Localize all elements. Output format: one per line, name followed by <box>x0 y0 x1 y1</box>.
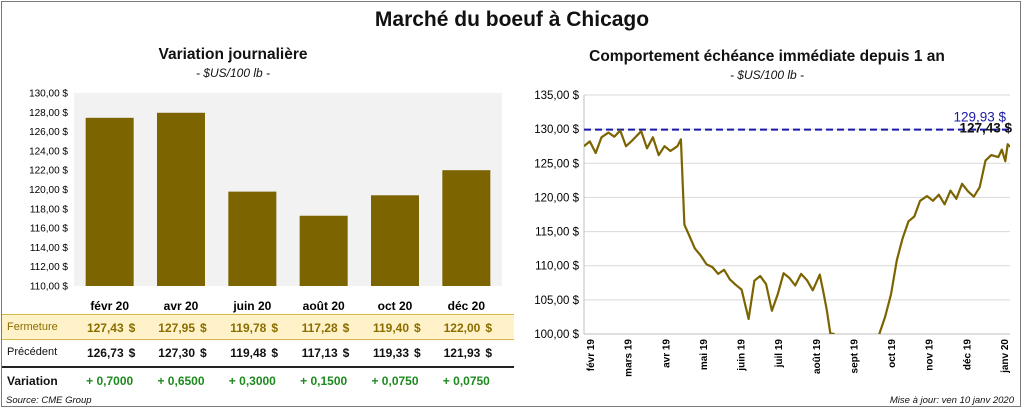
table-cell: + 0,0750 <box>371 374 419 388</box>
table-currency: $ <box>485 321 493 335</box>
table-cell: + 0,0750 <box>442 374 490 388</box>
line-y-tick-label: 115,00 $ <box>535 227 580 239</box>
bar-plot-area <box>74 93 502 286</box>
daily-variation-bar-chart: 110,00 $ 112,00 $ 114,00 $ 116,00 $ 118,00 $… <box>29 89 502 313</box>
main-title: Marché du boeuf à Chicago <box>374 8 650 31</box>
line-x-tick-label: janv 20 <box>1000 339 1011 374</box>
bar <box>299 215 348 286</box>
last-value-label: 127,43 $ <box>959 121 1012 136</box>
line-y-tick-label: 120,00 $ <box>534 192 579 204</box>
table-currency: $ <box>200 346 207 360</box>
table-currency: $ <box>200 321 207 335</box>
bar-y-tick-label: 120,00 $ <box>29 185 68 196</box>
line-y-tick-label: 125,00 $ <box>534 158 579 170</box>
table-cell: 117,28 <box>301 321 338 335</box>
line-x-tick-label: mai 19 <box>699 339 710 371</box>
table-currency: $ <box>414 346 421 360</box>
bar-y-tick-label: 126,00 $ <box>29 127 68 138</box>
table-cell: 117,13 <box>301 346 338 360</box>
price-line <box>584 129 1010 334</box>
table-row-label: Variation <box>7 374 58 388</box>
table-cell: 127,95 <box>158 321 195 335</box>
left-panel-subtitle: - $US/100 lb - <box>195 66 271 80</box>
table-currency: $ <box>271 321 279 335</box>
line-x-tick-label: juil 19 <box>774 339 785 369</box>
line-x-tick-label: juin 19 <box>737 339 748 372</box>
table-currency: $ <box>485 346 493 360</box>
line-x-tick-label: oct 19 <box>887 339 898 368</box>
bar-category-label: avr 20 <box>164 299 199 313</box>
table-row-label: Fermeture <box>7 321 58 333</box>
line-y-tick-label: 135,00 $ <box>534 90 579 102</box>
line-x-tick-label: avr 19 <box>661 339 672 368</box>
one-year-line-chart: 100,00 $ 105,00 $ 110,00 $ 115,00 $ 120,00 $… <box>534 90 1012 377</box>
right-panel-title: Comportement échéance immédiate depuis 1… <box>589 48 945 65</box>
table-cell: + 0,1500 <box>300 374 348 388</box>
table-cell: 122,00 <box>443 321 481 335</box>
bar-y-tick-label: 118,00 $ <box>30 204 69 215</box>
line-y-tick-label: 130,00 $ <box>534 124 579 136</box>
right-panel-subtitle: - $US/100 lb - <box>729 68 805 82</box>
line-y-tick-label: 105,00 $ <box>534 295 579 307</box>
line-x-tick-label: févr 19 <box>586 339 597 372</box>
source-note: Source: CME Group <box>6 395 92 406</box>
left-panel-title: Variation journalière <box>158 46 308 63</box>
bar-category-label: oct 20 <box>378 299 413 313</box>
line-x-tick-label: nov 19 <box>925 339 936 371</box>
bar-category-label: août 20 <box>303 299 345 313</box>
table-cell: + 0,3000 <box>228 374 276 388</box>
table-row: Précédent $126,73 $127,30 $119,48 $117,13 $11… <box>2 340 514 366</box>
reference-value-label: 129,93 $ <box>953 110 1006 125</box>
update-note: Mise à jour: ven 10 janv 2020 <box>889 395 1014 406</box>
table-row: Variation + 0,7000 + 0,6500 + 0,3000 + 0,150… <box>2 366 514 392</box>
table-row-label: Précédent <box>7 346 58 358</box>
table-currency: $ <box>342 321 350 335</box>
price-table: Fermeture $127,43 $127,95 $119,78 $117,28 $11… <box>2 314 514 394</box>
table-cell: 126,73 <box>86 346 124 360</box>
bar-y-tick-label: 114,00 $ <box>30 243 69 254</box>
table-cell: 119,40 <box>372 321 409 335</box>
bar-y-tick-label: 112,00 $ <box>30 262 69 273</box>
bar-y-tick-label: 124,00 $ <box>29 146 68 157</box>
bar <box>228 191 277 286</box>
bar <box>157 112 205 286</box>
table-cell: 119,78 <box>230 321 267 335</box>
table-cell: 127,30 <box>158 346 195 360</box>
table-cell: + 0,7000 <box>86 374 134 388</box>
table-cell: + 0,6500 <box>157 374 205 388</box>
table-cell: 119,33 <box>372 346 409 360</box>
bar-category-label: févr 20 <box>90 299 129 313</box>
table-currency: $ <box>271 346 279 360</box>
line-x-tick-label: août 19 <box>812 339 823 374</box>
bar-y-tick-label: 130,00 $ <box>29 89 68 100</box>
table-currency: $ <box>342 346 350 360</box>
line-y-tick-label: 110,00 $ <box>535 261 580 273</box>
bar-y-tick-label: 122,00 $ <box>29 166 68 177</box>
table-cell: 127,43 <box>86 321 124 335</box>
bar-y-tick-label: 128,00 $ <box>29 108 68 119</box>
bar-y-tick-label: 110,00 $ <box>30 282 69 293</box>
table-currency: $ <box>414 321 421 335</box>
line-x-tick-label: sept 19 <box>849 339 860 374</box>
table-row: Fermeture $127,43 $127,95 $119,78 $117,28 $11… <box>2 314 514 340</box>
table-cell: 119,48 <box>230 346 267 360</box>
bar-category-label: juin 20 <box>232 299 271 313</box>
bar <box>442 170 491 286</box>
line-x-tick-label: mars 19 <box>624 339 635 377</box>
table-currency: $ <box>128 346 136 360</box>
line-x-tick-label: déc 19 <box>962 339 973 371</box>
bar-category-label: déc 20 <box>448 299 486 313</box>
table-currency: $ <box>128 321 136 335</box>
line-y-tick-label: 100,00 $ <box>534 329 579 341</box>
bar-y-tick-label: 116,00 $ <box>30 224 69 235</box>
bar <box>85 117 134 286</box>
table-cell: 121,93 <box>443 346 481 360</box>
bar <box>371 195 419 286</box>
